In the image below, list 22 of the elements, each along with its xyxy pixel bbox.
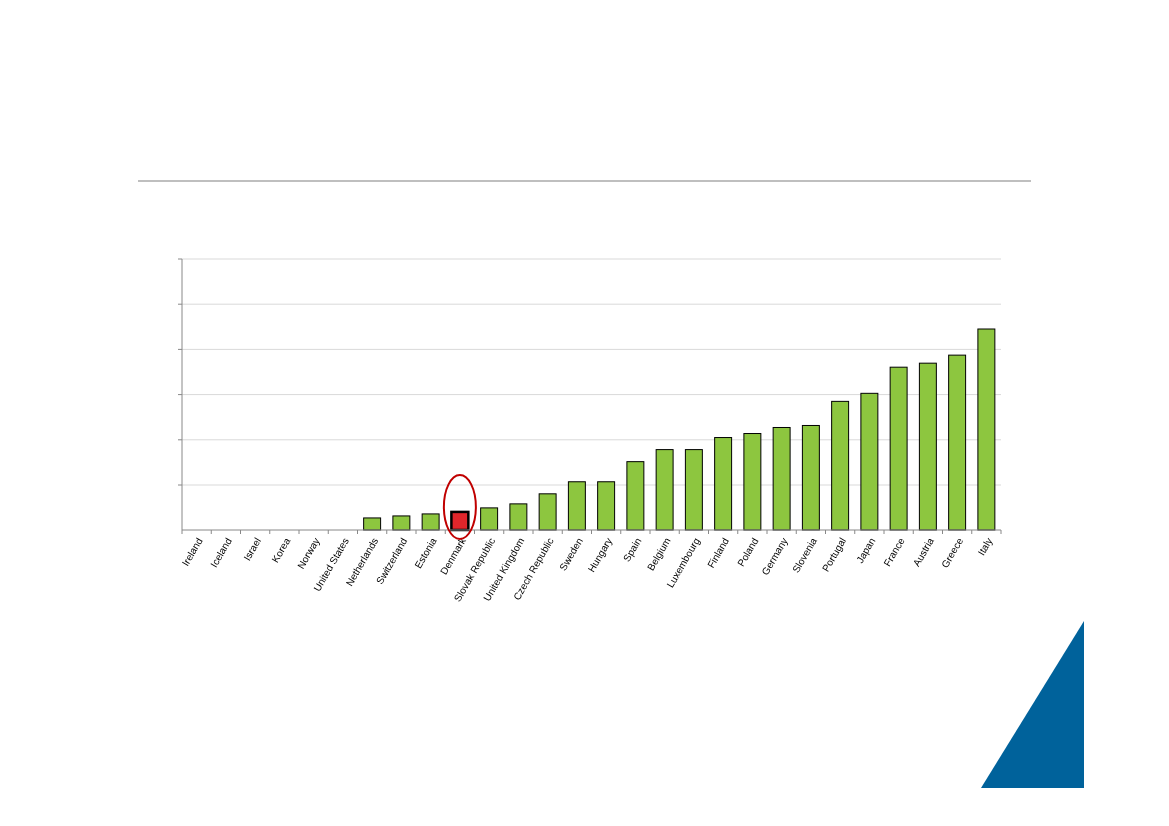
bar (597, 481, 616, 531)
bar (684, 449, 703, 531)
bar (626, 461, 645, 531)
bar (538, 493, 557, 531)
bar (421, 513, 440, 531)
bar (567, 481, 586, 531)
bar (655, 449, 674, 531)
bar (363, 517, 382, 531)
bar (801, 424, 820, 531)
bar (743, 433, 762, 531)
bar (714, 437, 733, 531)
bar (509, 503, 528, 531)
bar (392, 515, 411, 531)
bar (450, 510, 470, 532)
bar (480, 507, 499, 531)
bar (977, 328, 996, 531)
bar (831, 400, 850, 531)
bar (889, 366, 908, 531)
bar (860, 392, 879, 531)
bar (772, 426, 791, 531)
bar (918, 362, 937, 531)
bar (948, 354, 967, 531)
